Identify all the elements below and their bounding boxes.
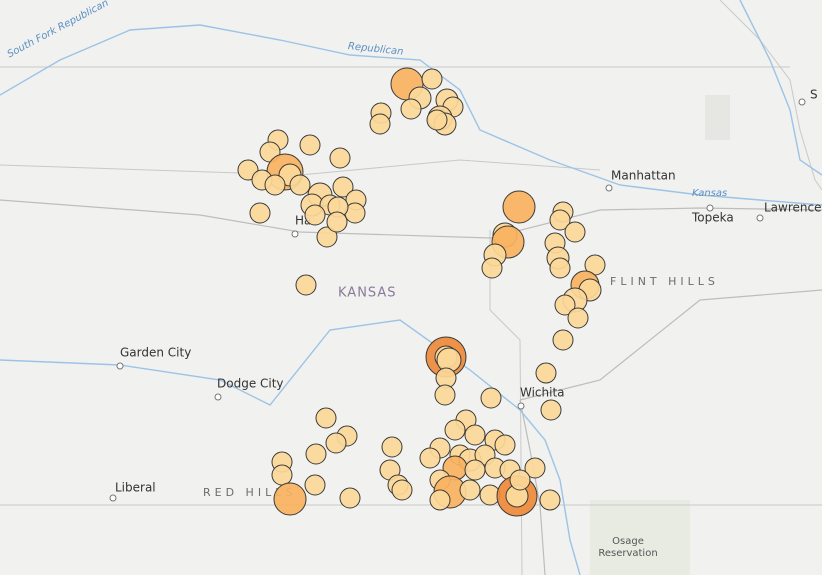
event-marker[interactable]: [540, 399, 562, 421]
event-marker[interactable]: [381, 436, 403, 458]
reservation-label: Reservation: [598, 548, 657, 559]
event-marker[interactable]: [535, 362, 557, 384]
city-label: Topeka: [691, 211, 734, 225]
event-marker[interactable]: [419, 447, 441, 469]
river-label: Kansas: [692, 188, 727, 199]
city-dots: [109, 98, 806, 502]
event-marker[interactable]: [549, 257, 571, 279]
event-marker[interactable]: [332, 176, 354, 198]
event-marker[interactable]: [464, 424, 486, 446]
event-marker[interactable]: [369, 113, 391, 135]
event-marker[interactable]: [539, 489, 561, 511]
event-marker[interactable]: [273, 482, 307, 516]
city-label: Dodge City: [217, 377, 284, 391]
event-marker[interactable]: [481, 257, 503, 279]
city-label: S: [810, 88, 818, 102]
fort-riley: [705, 95, 730, 140]
city-label: Garden City: [120, 346, 191, 360]
event-marker[interactable]: [567, 307, 589, 329]
event-marker[interactable]: [299, 134, 321, 156]
markers: [237, 67, 606, 517]
event-marker[interactable]: [304, 204, 326, 226]
event-marker[interactable]: [480, 387, 502, 409]
event-marker[interactable]: [554, 294, 576, 316]
event-marker[interactable]: [316, 226, 338, 248]
event-marker[interactable]: [264, 174, 286, 196]
reservation-area: [590, 500, 690, 575]
event-marker[interactable]: [326, 211, 348, 233]
event-marker[interactable]: [524, 457, 546, 479]
city-label: Wichita: [520, 386, 565, 400]
event-marker[interactable]: [509, 469, 531, 491]
event-marker[interactable]: [295, 274, 317, 296]
event-marker[interactable]: [564, 221, 586, 243]
event-marker[interactable]: [249, 202, 271, 224]
city-label: Liberal: [115, 481, 156, 495]
event-marker[interactable]: [552, 329, 574, 351]
city-label: Lawrence: [764, 201, 822, 215]
event-marker[interactable]: [426, 109, 448, 131]
event-marker[interactable]: [434, 384, 456, 406]
event-marker[interactable]: [502, 190, 536, 224]
event-marker[interactable]: [304, 474, 326, 496]
event-marker[interactable]: [444, 419, 466, 441]
region-label: RED HILLS: [203, 486, 296, 499]
event-marker[interactable]: [325, 432, 347, 454]
region-label: FLINT HILLS: [610, 275, 719, 288]
event-marker[interactable]: [339, 487, 361, 509]
event-marker[interactable]: [271, 464, 293, 486]
city-label: Manhattan: [611, 169, 676, 183]
reservation-label: Osage: [612, 536, 644, 547]
event-marker[interactable]: [494, 434, 516, 456]
event-marker[interactable]: [391, 479, 413, 501]
event-marker[interactable]: [464, 459, 486, 481]
event-marker[interactable]: [421, 68, 443, 90]
event-marker[interactable]: [400, 98, 422, 120]
event-marker[interactable]: [289, 174, 311, 196]
event-marker[interactable]: [429, 489, 451, 511]
event-marker[interactable]: [315, 407, 337, 429]
event-marker[interactable]: [329, 147, 351, 169]
state-label: KANSAS: [338, 286, 397, 301]
event-marker[interactable]: [305, 443, 327, 465]
event-marker[interactable]: [549, 209, 571, 231]
event-marker[interactable]: [459, 479, 481, 501]
